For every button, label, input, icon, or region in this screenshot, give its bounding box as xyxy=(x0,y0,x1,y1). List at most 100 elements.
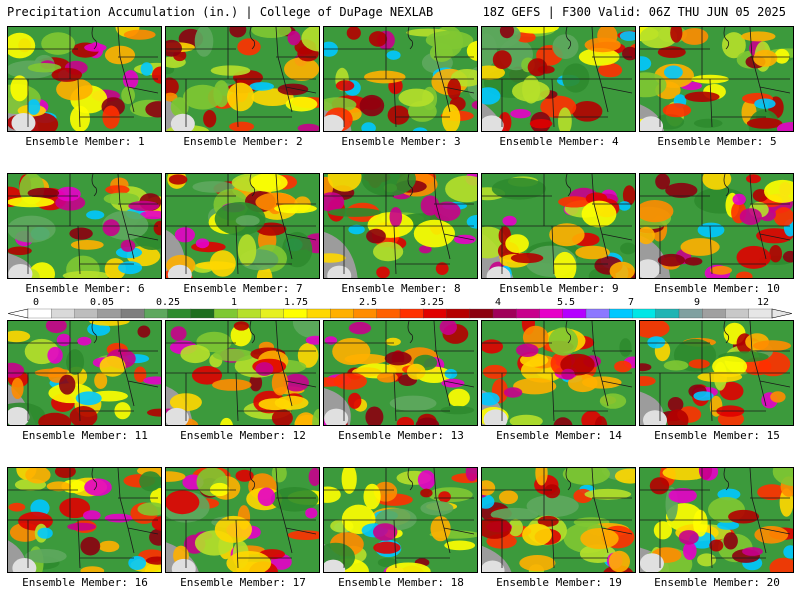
colorbar-swatch xyxy=(748,308,773,319)
ensemble-member-label: Ensemble Member: 18 xyxy=(338,576,464,589)
colorbar-tick-label: 0.05 xyxy=(89,297,115,308)
precip-field xyxy=(324,27,477,131)
colorbar xyxy=(8,308,792,319)
ensemble-map-panel xyxy=(323,467,478,573)
ensemble-member-label: Ensemble Member: 11 xyxy=(22,429,148,442)
colorbar-swatch xyxy=(190,308,215,319)
precip-field xyxy=(640,321,793,425)
ensemble-map-panel xyxy=(481,173,636,279)
ensemble-map-panel xyxy=(165,320,320,426)
precip-field xyxy=(482,321,635,425)
colorbar-tick-label: 7 xyxy=(627,297,635,308)
colorbar-tick-label: 0.25 xyxy=(155,297,181,308)
colorbar-swatch xyxy=(51,308,75,319)
colorbar-swatch xyxy=(609,308,633,319)
ensemble-member-label: Ensemble Member: 14 xyxy=(496,429,622,442)
precip-field xyxy=(166,27,319,131)
colorbar-swatch xyxy=(516,308,540,319)
colorbar-swatch xyxy=(678,308,703,319)
colorbar-swatch xyxy=(213,308,238,319)
ensemble-map-panel xyxy=(323,173,478,279)
ensemble-map-panel xyxy=(7,26,162,132)
colorbar-min-arrow xyxy=(8,308,29,319)
precip-field xyxy=(8,27,161,131)
ensemble-member-label: Ensemble Member: 13 xyxy=(338,429,464,442)
colorbar-tick-label: 5.5 xyxy=(556,297,576,308)
colorbar-swatch xyxy=(353,308,378,319)
ensemble-map-panel xyxy=(165,467,320,573)
ensemble-member-label: Ensemble Member: 3 xyxy=(341,135,461,148)
colorbar-swatch xyxy=(655,308,680,319)
colorbar-tick-label: 0 xyxy=(32,297,40,308)
precip-field xyxy=(8,321,161,425)
colorbar-swatch xyxy=(492,308,517,319)
colorbar-swatch xyxy=(306,308,331,319)
precip-field xyxy=(640,174,793,278)
colorbar-swatch xyxy=(423,308,447,319)
colorbar-swatch xyxy=(144,308,168,319)
product-title: Precipitation Accumulation (in.) | Colle… xyxy=(7,5,434,19)
colorbar-swatch xyxy=(562,308,587,319)
colorbar-tick-label: 1.75 xyxy=(283,297,309,308)
ensemble-member-label: Ensemble Member: 4 xyxy=(499,135,619,148)
ensemble-map-panel xyxy=(7,467,162,573)
colorbar-swatch xyxy=(585,308,610,319)
colorbar-swatch xyxy=(237,308,261,319)
ensemble-map-panel xyxy=(639,26,794,132)
precip-field xyxy=(324,321,477,425)
ensemble-map-panel xyxy=(481,467,636,573)
colorbar-tick-label: 2.5 xyxy=(358,297,378,308)
colorbar-swatch xyxy=(632,308,657,319)
colorbar-swatch xyxy=(702,308,726,319)
colorbar-swatch xyxy=(539,308,564,319)
colorbar-tick-label: 3.25 xyxy=(419,297,445,308)
ensemble-map-panel xyxy=(639,467,794,573)
precip-field xyxy=(8,468,161,572)
colorbar-swatch xyxy=(399,308,424,319)
ensemble-member-label: Ensemble Member: 6 xyxy=(25,282,145,295)
ensemble-member-label: Ensemble Member: 16 xyxy=(22,576,148,589)
ensemble-map-panel xyxy=(639,320,794,426)
ensemble-member-label: Ensemble Member: 10 xyxy=(654,282,780,295)
colorbar-swatch xyxy=(283,308,308,319)
ensemble-map-panel xyxy=(165,173,320,279)
precip-field xyxy=(482,468,635,572)
ensemble-map-panel xyxy=(7,173,162,279)
precip-field xyxy=(166,174,319,278)
colorbar-swatch xyxy=(469,308,494,319)
precip-field xyxy=(324,174,477,278)
precip-field xyxy=(8,174,161,278)
ensemble-map-panel xyxy=(481,26,636,132)
ensemble-map-panel xyxy=(481,320,636,426)
ensemble-map-panel xyxy=(323,320,478,426)
precip-field xyxy=(640,27,793,131)
ensemble-member-label: Ensemble Member: 1 xyxy=(25,135,145,148)
colorbar-swatch xyxy=(27,308,52,319)
ensemble-member-label: Ensemble Member: 12 xyxy=(180,429,306,442)
model-run-title: 18Z GEFS | F300 Valid: 06Z THU JUN 05 20… xyxy=(482,5,786,19)
ensemble-member-label: Ensemble Member: 2 xyxy=(183,135,303,148)
ensemble-map-panel xyxy=(639,173,794,279)
colorbar-tick-label: 1 xyxy=(230,297,238,308)
colorbar-swatch xyxy=(330,308,354,319)
colorbar-swatch xyxy=(97,308,122,319)
ensemble-map-panel xyxy=(165,26,320,132)
colorbar-tick-label: 12 xyxy=(756,297,770,308)
ensemble-member-label: Ensemble Member: 20 xyxy=(654,576,780,589)
colorbar-swatch xyxy=(376,308,401,319)
precip-field xyxy=(324,468,477,572)
ensemble-member-label: Ensemble Member: 5 xyxy=(657,135,777,148)
ensemble-member-label: Ensemble Member: 19 xyxy=(496,576,622,589)
colorbar-swatch xyxy=(725,308,750,319)
precip-field xyxy=(482,174,635,278)
colorbar-swatch xyxy=(120,308,145,319)
colorbar-tick-label: 9 xyxy=(693,297,701,308)
page-header: Precipitation Accumulation (in.) | Colle… xyxy=(0,0,800,24)
precip-field xyxy=(166,321,319,425)
colorbar-swatch xyxy=(167,308,192,319)
precip-field xyxy=(640,468,793,572)
colorbar-max-arrow xyxy=(771,308,792,319)
ensemble-member-label: Ensemble Member: 17 xyxy=(180,576,306,589)
colorbar-swatch xyxy=(74,308,99,319)
ensemble-member-label: Ensemble Member: 15 xyxy=(654,429,780,442)
